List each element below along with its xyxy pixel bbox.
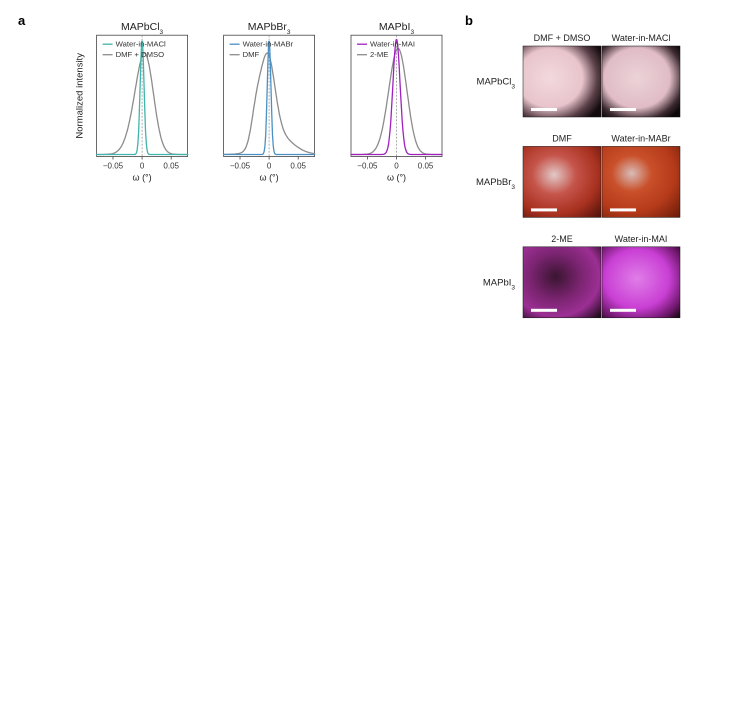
svg-text:MAPbBr3: MAPbBr3 <box>476 177 515 191</box>
svg-text:−0.05: −0.05 <box>357 162 378 171</box>
svg-text:0: 0 <box>267 162 272 171</box>
svg-text:Water-in-MACl: Water-in-MACl <box>612 33 671 43</box>
svg-text:ω (°): ω (°) <box>387 173 406 183</box>
svg-text:DMF + DMSO: DMF + DMSO <box>534 33 591 43</box>
svg-text:Water-in-MABr: Water-in-MABr <box>611 133 670 143</box>
svg-text:0.05: 0.05 <box>418 162 434 171</box>
svg-text:DMF + DMSO: DMF + DMSO <box>116 50 164 59</box>
svg-text:2-ME: 2-ME <box>370 50 388 59</box>
svg-text:0: 0 <box>394 162 399 171</box>
svg-text:Water-in-MACl: Water-in-MACl <box>116 40 166 49</box>
svg-text:Normalized intensity: Normalized intensity <box>75 53 86 139</box>
svg-text:Water-in-MAI: Water-in-MAI <box>370 40 415 49</box>
svg-text:ω (°): ω (°) <box>260 173 279 183</box>
svg-text:0: 0 <box>140 162 145 171</box>
svg-text:−0.05: −0.05 <box>103 162 124 171</box>
svg-text:2-ME: 2-ME <box>551 234 573 244</box>
svg-text:−0.05: −0.05 <box>230 162 251 171</box>
svg-text:Water-in-MAI: Water-in-MAI <box>615 234 668 244</box>
svg-text:ω (°): ω (°) <box>133 173 152 183</box>
svg-text:0.05: 0.05 <box>163 162 179 171</box>
svg-text:Water-in-MABr: Water-in-MABr <box>243 40 294 49</box>
svg-text:MAPbBr3: MAPbBr3 <box>248 21 291 36</box>
svg-text:MAPbI3: MAPbI3 <box>379 21 415 36</box>
svg-text:DMF: DMF <box>243 50 260 59</box>
svg-text:MAPbCl3: MAPbCl3 <box>477 77 516 91</box>
svg-text:DMF: DMF <box>552 133 572 143</box>
svg-text:0.05: 0.05 <box>290 162 306 171</box>
svg-text:MAPbCl3: MAPbCl3 <box>121 21 164 36</box>
svg-text:MAPbI3: MAPbI3 <box>483 277 516 291</box>
